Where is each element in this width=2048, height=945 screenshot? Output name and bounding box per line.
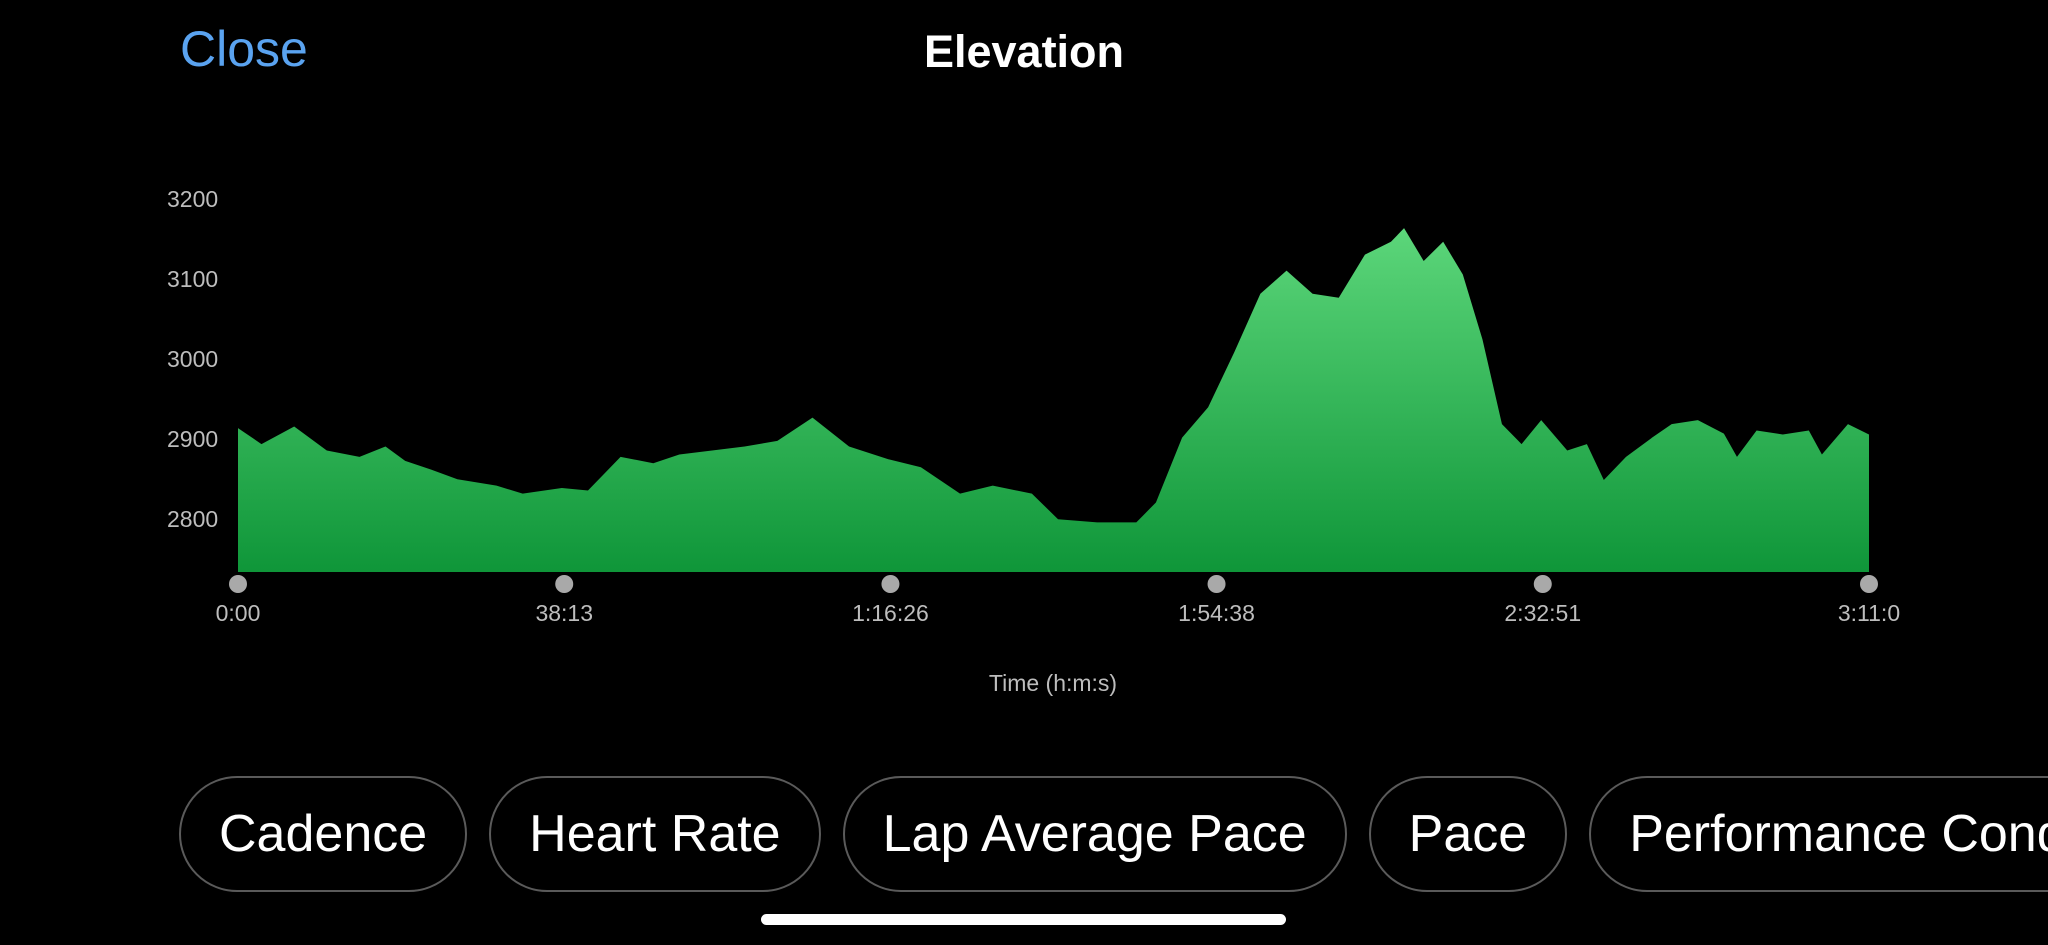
x-tick-dot	[229, 575, 247, 593]
y-tick-label: 2800	[167, 506, 218, 532]
elevation-area	[238, 228, 1869, 572]
y-tick-label: 3100	[167, 266, 218, 292]
metric-tab[interactable]: Heart Rate	[489, 776, 821, 892]
metric-tab[interactable]: Lap Average Pace	[842, 776, 1347, 892]
home-indicator	[761, 914, 1286, 925]
x-tick-dot	[1860, 575, 1878, 593]
x-tick-label: 38:13	[535, 600, 593, 626]
y-tick-label: 2900	[167, 426, 218, 452]
close-button[interactable]: Close	[180, 21, 308, 77]
x-tick-dot	[881, 575, 900, 593]
x-tick-dot	[555, 575, 574, 593]
metric-tab[interactable]: Pace	[1368, 776, 1568, 892]
metric-tab[interactable]: Performance Condition	[1589, 776, 2048, 892]
x-tick-label: 1:54:38	[1178, 600, 1255, 626]
x-tick-label: 2:32:51	[1504, 600, 1581, 626]
metric-tab[interactable]: Cadence	[179, 776, 468, 892]
x-axis-label: Time (h:m:s)	[989, 670, 1117, 696]
screen-title: Elevation	[923, 26, 1125, 77]
x-tick-label: 3:11:0	[1838, 600, 1900, 626]
y-tick-label: 3200	[167, 186, 218, 212]
y-tick-label: 3000	[167, 346, 218, 372]
chart: Time (h:m:s) 2800 2900 3000 3100 3200 0:00 38:…	[167, 186, 1900, 696]
x-tick-dot	[1207, 575, 1226, 593]
x-tick-dot	[1533, 575, 1552, 593]
x-tick-label: 0:00	[216, 600, 261, 626]
x-tick-label: 1:16:26	[852, 600, 929, 626]
tab-bar: Cadence Heart Rate Lap Average Pace Pace Per…	[179, 776, 2048, 892]
